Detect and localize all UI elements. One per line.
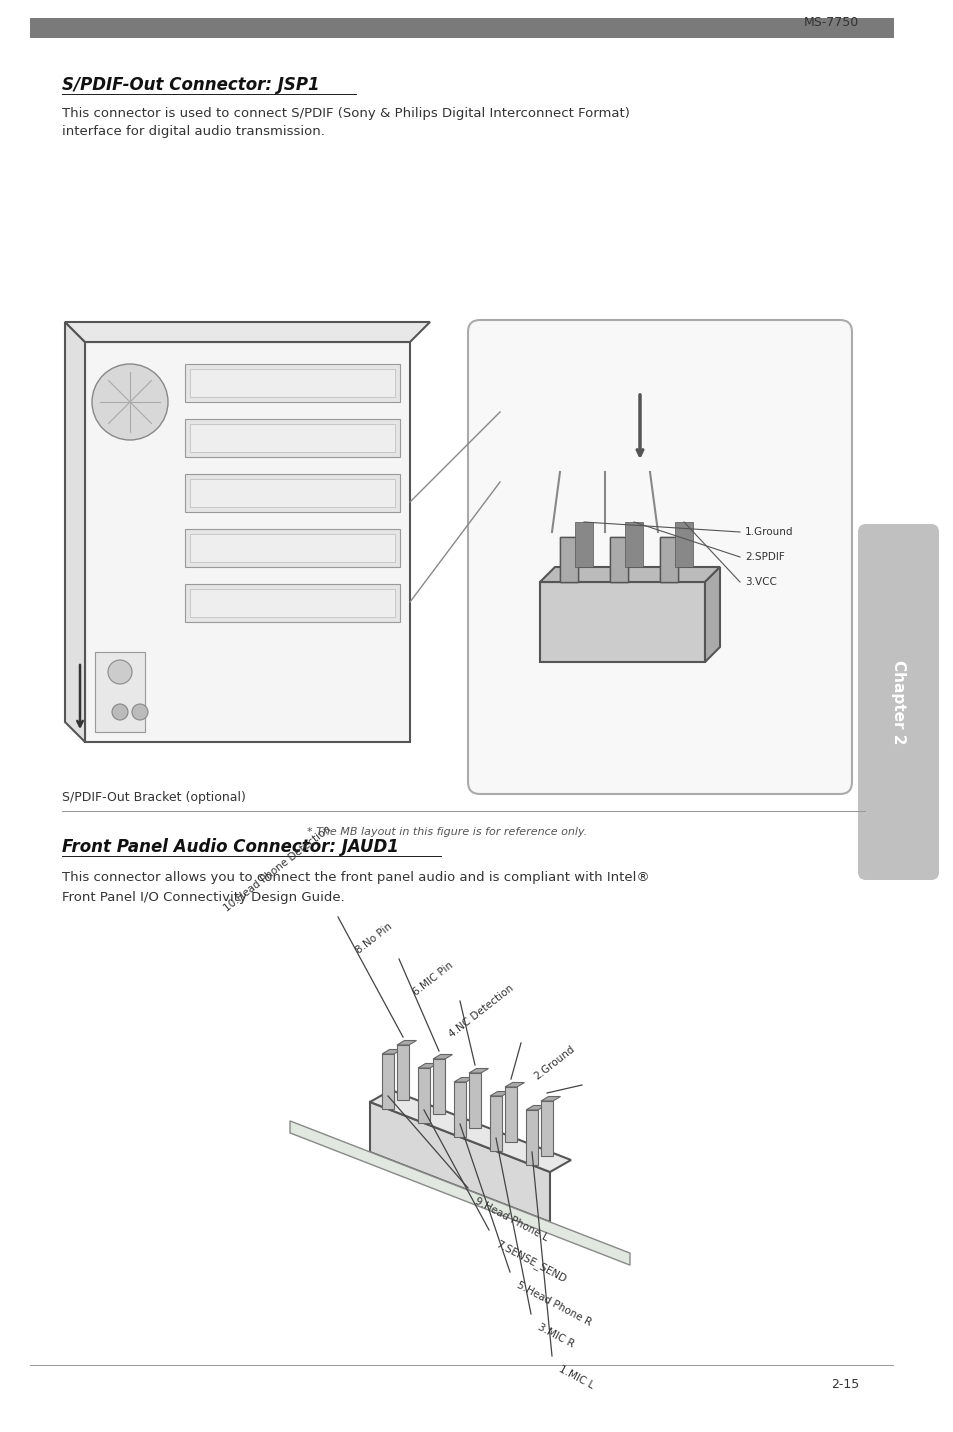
Circle shape <box>112 705 128 720</box>
Text: S/PDIF-Out Bracket (optional): S/PDIF-Out Bracket (optional) <box>62 790 246 803</box>
Polygon shape <box>290 1121 629 1264</box>
Polygon shape <box>469 1073 480 1128</box>
Bar <box>30 19 893 39</box>
Text: This connector allows you to connect the front panel audio and is compliant with: This connector allows you to connect the… <box>62 871 649 884</box>
Bar <box>190 534 395 561</box>
Polygon shape <box>454 1083 465 1137</box>
Bar <box>675 523 692 567</box>
Text: 6.MIC Pin: 6.MIC Pin <box>411 961 455 998</box>
Text: S/PDIF-Out Connector: JSP1: S/PDIF-Out Connector: JSP1 <box>62 76 319 95</box>
Polygon shape <box>539 567 720 581</box>
Polygon shape <box>65 322 430 342</box>
Text: 5.Head Phone R: 5.Head Phone R <box>515 1280 593 1327</box>
Text: 2-15: 2-15 <box>830 1378 858 1390</box>
Bar <box>539 581 704 662</box>
Polygon shape <box>370 1090 571 1171</box>
Polygon shape <box>540 1101 553 1156</box>
Polygon shape <box>381 1054 394 1108</box>
Polygon shape <box>469 1068 488 1073</box>
Bar <box>624 523 642 567</box>
Bar <box>190 589 395 617</box>
Bar <box>609 537 627 581</box>
FancyBboxPatch shape <box>857 524 938 881</box>
Bar <box>185 364 399 402</box>
Circle shape <box>132 705 148 720</box>
Bar <box>659 537 678 581</box>
Polygon shape <box>417 1068 430 1123</box>
Bar <box>190 369 395 397</box>
Text: * The MB layout in this figure is for reference only.: * The MB layout in this figure is for re… <box>307 828 586 836</box>
Polygon shape <box>454 1077 473 1083</box>
Polygon shape <box>490 1095 501 1151</box>
Polygon shape <box>525 1110 537 1166</box>
Text: 1.Ground: 1.Ground <box>744 527 793 537</box>
Polygon shape <box>381 1050 401 1054</box>
Text: 7.SENSE_SEND: 7.SENSE_SEND <box>494 1239 567 1285</box>
Polygon shape <box>396 1041 416 1045</box>
Polygon shape <box>704 567 720 662</box>
Bar <box>95 652 145 732</box>
Bar <box>185 584 399 621</box>
Text: Front Panel Audio Connector: JAUD1: Front Panel Audio Connector: JAUD1 <box>62 838 398 856</box>
Text: 3.VCC: 3.VCC <box>744 577 776 587</box>
Text: 9.Head Phone L: 9.Head Phone L <box>473 1196 549 1243</box>
Bar <box>559 537 578 581</box>
Bar <box>575 523 593 567</box>
Circle shape <box>91 364 168 440</box>
Bar <box>559 537 578 581</box>
Text: 2.SPDIF: 2.SPDIF <box>744 551 784 561</box>
Text: 10.Head Phone Detection: 10.Head Phone Detection <box>222 825 333 914</box>
Polygon shape <box>525 1106 545 1110</box>
Polygon shape <box>490 1091 509 1095</box>
Bar <box>190 478 395 507</box>
Polygon shape <box>540 1097 560 1101</box>
Bar <box>62 811 865 812</box>
Text: Chapter 2: Chapter 2 <box>890 660 905 745</box>
Polygon shape <box>65 322 85 742</box>
Text: Front Panel I/O Connectivity Design Guide.: Front Panel I/O Connectivity Design Guid… <box>62 891 344 904</box>
Polygon shape <box>370 1103 550 1221</box>
Bar <box>30 1365 893 1366</box>
Text: interface for digital audio transmission.: interface for digital audio transmission… <box>62 125 325 137</box>
Polygon shape <box>85 342 410 742</box>
Bar <box>62 855 441 856</box>
Polygon shape <box>504 1087 517 1141</box>
Bar <box>659 537 678 581</box>
Bar <box>609 537 627 581</box>
Bar <box>185 420 399 457</box>
Text: 8.No Pin: 8.No Pin <box>354 922 394 957</box>
Text: 2.Ground: 2.Ground <box>532 1044 577 1083</box>
Circle shape <box>108 660 132 684</box>
Polygon shape <box>396 1045 409 1100</box>
Text: MS-7750: MS-7750 <box>803 16 858 29</box>
Bar <box>190 424 395 453</box>
Polygon shape <box>433 1060 444 1114</box>
Text: 4.NC Detection: 4.NC Detection <box>447 984 516 1040</box>
Text: 1.MIC L: 1.MIC L <box>557 1365 595 1390</box>
Polygon shape <box>417 1064 437 1068</box>
Bar <box>185 528 399 567</box>
Bar <box>62 93 356 95</box>
Polygon shape <box>433 1054 452 1060</box>
Bar <box>185 474 399 513</box>
FancyBboxPatch shape <box>468 319 851 793</box>
Text: This connector is used to connect S/PDIF (Sony & Philips Digital Interconnect Fo: This connector is used to connect S/PDIF… <box>62 106 629 119</box>
Polygon shape <box>504 1083 524 1087</box>
Text: 3.MIC R: 3.MIC R <box>536 1322 575 1349</box>
